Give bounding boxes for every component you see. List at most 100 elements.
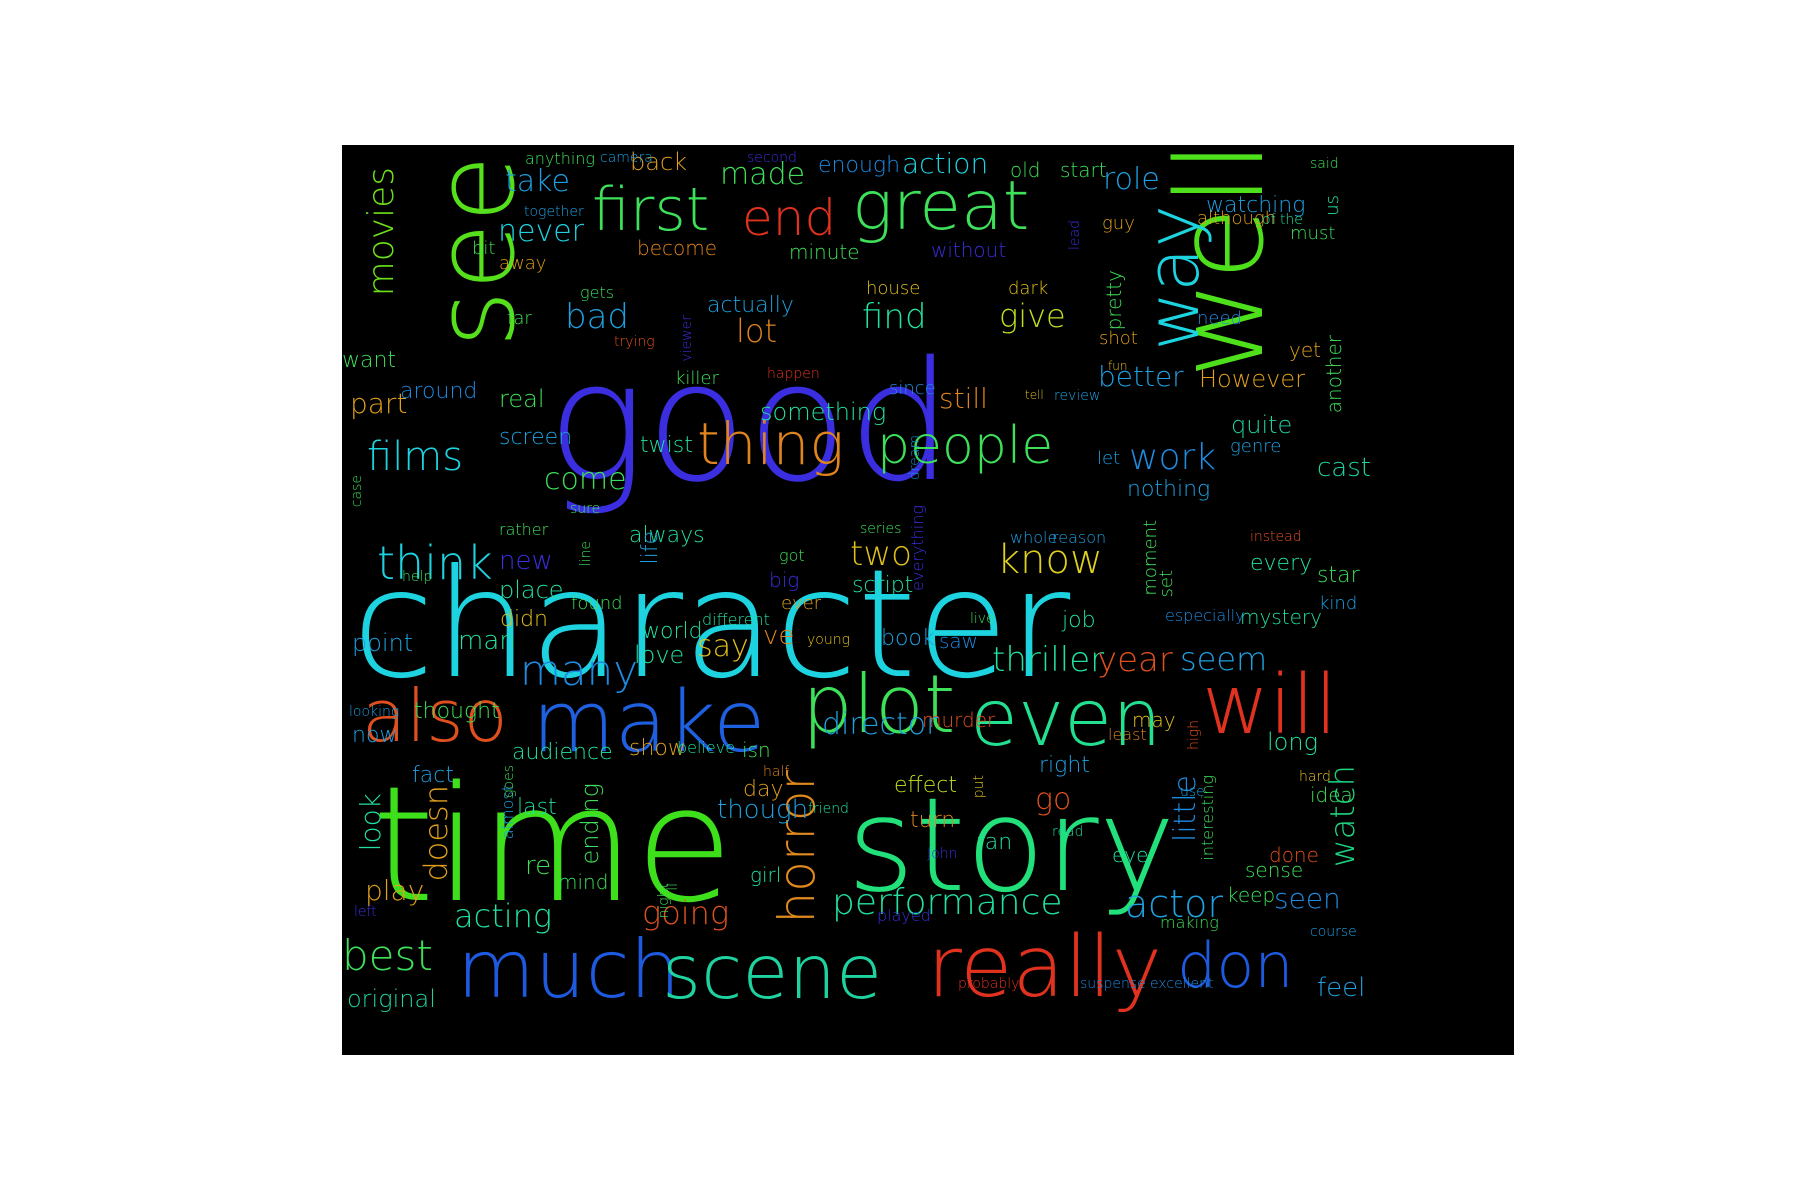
word-read: read bbox=[1052, 824, 1084, 840]
word-going: going bbox=[642, 894, 730, 932]
word-mind: mind bbox=[558, 870, 609, 894]
word-though: though bbox=[717, 795, 809, 825]
word-murder: murder bbox=[922, 708, 996, 732]
word-although: although bbox=[1197, 208, 1277, 229]
word-long: long bbox=[1267, 728, 1318, 756]
word-suspense: suspense bbox=[1080, 976, 1146, 992]
word-lot: lot bbox=[736, 312, 778, 350]
word-script: script bbox=[852, 573, 914, 598]
word-thing: thing bbox=[697, 410, 845, 478]
word-scene: scene bbox=[662, 928, 883, 1016]
word-genre: genre bbox=[1230, 436, 1282, 457]
word-since: since bbox=[889, 378, 936, 399]
word-half: half bbox=[763, 764, 790, 780]
word-even: even bbox=[970, 674, 1162, 764]
word-book: book bbox=[881, 626, 935, 651]
word-now: now bbox=[352, 723, 398, 748]
word-point: point bbox=[352, 629, 414, 657]
word-excellent: excellent bbox=[1150, 976, 1214, 992]
word-really: really bbox=[927, 918, 1162, 1017]
word-yet: yet bbox=[1289, 338, 1321, 362]
word-line: line bbox=[578, 541, 594, 567]
word-making: making bbox=[1160, 913, 1219, 932]
word-something: something bbox=[760, 398, 887, 426]
word-believe: believe bbox=[677, 738, 736, 757]
word-may: may bbox=[1132, 708, 1176, 732]
word-watch: watch bbox=[1323, 765, 1363, 868]
word-doesn: doesn bbox=[417, 785, 455, 882]
word-good: good bbox=[547, 326, 953, 518]
word-character: character bbox=[352, 538, 1071, 712]
word-keep: keep bbox=[1227, 883, 1276, 907]
word-every: every bbox=[1250, 551, 1313, 576]
word-original: original bbox=[347, 985, 436, 1013]
word-looking: looking bbox=[349, 704, 400, 720]
word-great: great bbox=[852, 167, 1030, 246]
word-also: also bbox=[362, 674, 508, 758]
word-think: think bbox=[377, 536, 493, 590]
word-must: must bbox=[1290, 223, 1336, 244]
word-will: will bbox=[1202, 658, 1338, 753]
word-fun: fun bbox=[1108, 359, 1128, 373]
word-fan: fan bbox=[977, 830, 1013, 855]
word-least: least bbox=[1108, 725, 1147, 744]
word-us: us bbox=[1322, 195, 1343, 216]
word-start: start bbox=[1060, 158, 1107, 182]
word-action: action bbox=[902, 147, 989, 180]
word-got: got bbox=[779, 546, 805, 565]
word-another: another bbox=[1322, 335, 1346, 414]
word-put: put bbox=[971, 775, 987, 799]
word-series: series bbox=[860, 521, 902, 537]
word-reason: reason bbox=[1052, 528, 1107, 547]
word-use: use bbox=[1180, 784, 1205, 800]
word-probably: probably bbox=[958, 976, 1020, 992]
word-place: place bbox=[499, 576, 564, 604]
word-shot: shot bbox=[1099, 328, 1138, 349]
word-kind: kind bbox=[1319, 593, 1358, 614]
word-dark: dark bbox=[1008, 278, 1049, 299]
word-instead: instead bbox=[1250, 529, 1302, 545]
word-killer: killer bbox=[675, 368, 719, 389]
word-without: without bbox=[931, 238, 1007, 262]
word-still: still bbox=[939, 382, 988, 415]
word-time: time bbox=[372, 751, 734, 938]
word-girl: girl bbox=[750, 863, 782, 887]
word-day: day bbox=[743, 777, 784, 802]
word-twist: twist bbox=[640, 433, 693, 458]
word-eye: eye bbox=[1112, 843, 1149, 867]
word-work: work bbox=[1129, 437, 1217, 478]
word-people: people bbox=[877, 416, 1054, 476]
word-sure: sure bbox=[570, 501, 601, 517]
word-become: become bbox=[637, 236, 718, 260]
word-star: star bbox=[1317, 563, 1360, 588]
word-never: never bbox=[498, 214, 585, 249]
word-lead: lead bbox=[1067, 220, 1083, 250]
word-part: part bbox=[350, 387, 408, 420]
word-don: don bbox=[1177, 929, 1294, 1002]
word-acting: acting bbox=[454, 897, 553, 935]
word-mystery: mystery bbox=[1240, 605, 1322, 629]
word-end: end bbox=[742, 189, 837, 247]
word-viewer: viewer bbox=[679, 315, 695, 362]
word-done: done bbox=[1269, 843, 1319, 867]
word-ever: ever bbox=[781, 593, 822, 614]
word-cloud-panel: character good time story well see really much m… bbox=[342, 145, 1514, 1055]
word-watching: watching bbox=[1206, 193, 1306, 218]
word-find: find bbox=[862, 297, 927, 337]
word-around: around bbox=[400, 379, 478, 404]
word-best: best bbox=[342, 931, 433, 980]
word-look: look bbox=[354, 793, 387, 852]
word-much: much bbox=[457, 923, 681, 1016]
word-everything: everything bbox=[908, 505, 927, 591]
word-guy: guy bbox=[1102, 213, 1135, 234]
word-said: said bbox=[1310, 156, 1339, 172]
word-goes: goes bbox=[501, 765, 517, 798]
word-house: house bbox=[866, 278, 921, 299]
word-ll: ll bbox=[665, 883, 681, 891]
word-rather: rather bbox=[499, 520, 549, 539]
word-together: together bbox=[524, 204, 584, 220]
word-quite: quite bbox=[1231, 411, 1293, 439]
word-movies: movies bbox=[361, 167, 402, 297]
word-always: always bbox=[629, 523, 705, 548]
word-especially: especially bbox=[1165, 606, 1245, 625]
